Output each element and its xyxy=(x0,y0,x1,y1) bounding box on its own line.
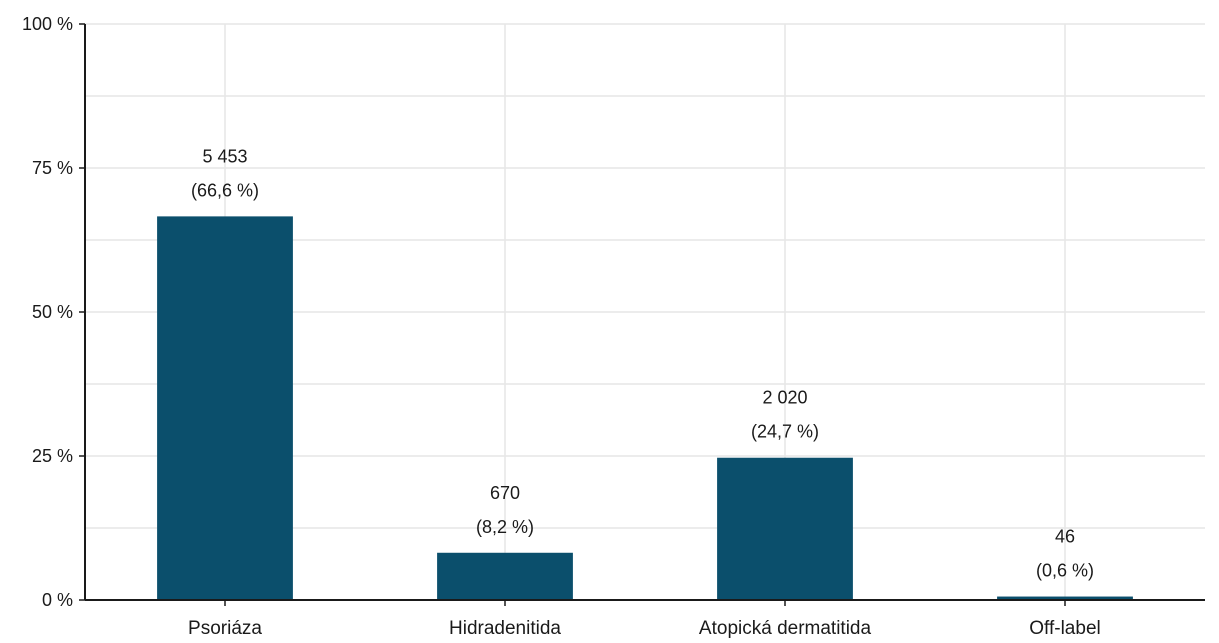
data-label-percent: (24,7 %) xyxy=(751,422,819,442)
data-label-percent: (8,2 %) xyxy=(476,517,534,537)
bars-group xyxy=(157,216,1133,600)
data-label-percent: (66,6 %) xyxy=(191,180,259,200)
y-tick-label: 0 % xyxy=(42,590,73,610)
y-tick-label: 25 % xyxy=(32,446,73,466)
x-tick-label: Hidradenitida xyxy=(449,618,561,639)
bar xyxy=(997,596,1133,600)
data-label-count: 2 020 xyxy=(762,388,807,408)
axes-group: Psoriáza Hidradenitida Atopická dermatitid… xyxy=(22,14,1205,639)
x-tick-label: Psoriáza xyxy=(188,618,262,639)
data-label-count: 46 xyxy=(1055,527,1075,547)
bar xyxy=(717,457,853,600)
x-tick-label: Atopická dermatitida xyxy=(699,618,872,639)
data-label-percent: (0,6 %) xyxy=(1036,561,1094,581)
y-tick-label: 50 % xyxy=(32,302,73,322)
bar xyxy=(437,552,573,600)
bar xyxy=(157,216,293,600)
data-label-count: 5 453 xyxy=(202,146,247,166)
data-labels-group: 5 453 (66,6 %) 670 (8,2 %) 2 020 (24,7 %) 46 (0… xyxy=(191,146,1094,580)
x-tick-label: Off-label xyxy=(1029,618,1100,639)
data-label-count: 670 xyxy=(490,483,520,503)
y-tick-label: 75 % xyxy=(32,158,73,178)
y-tick-label: 100 % xyxy=(22,14,73,34)
